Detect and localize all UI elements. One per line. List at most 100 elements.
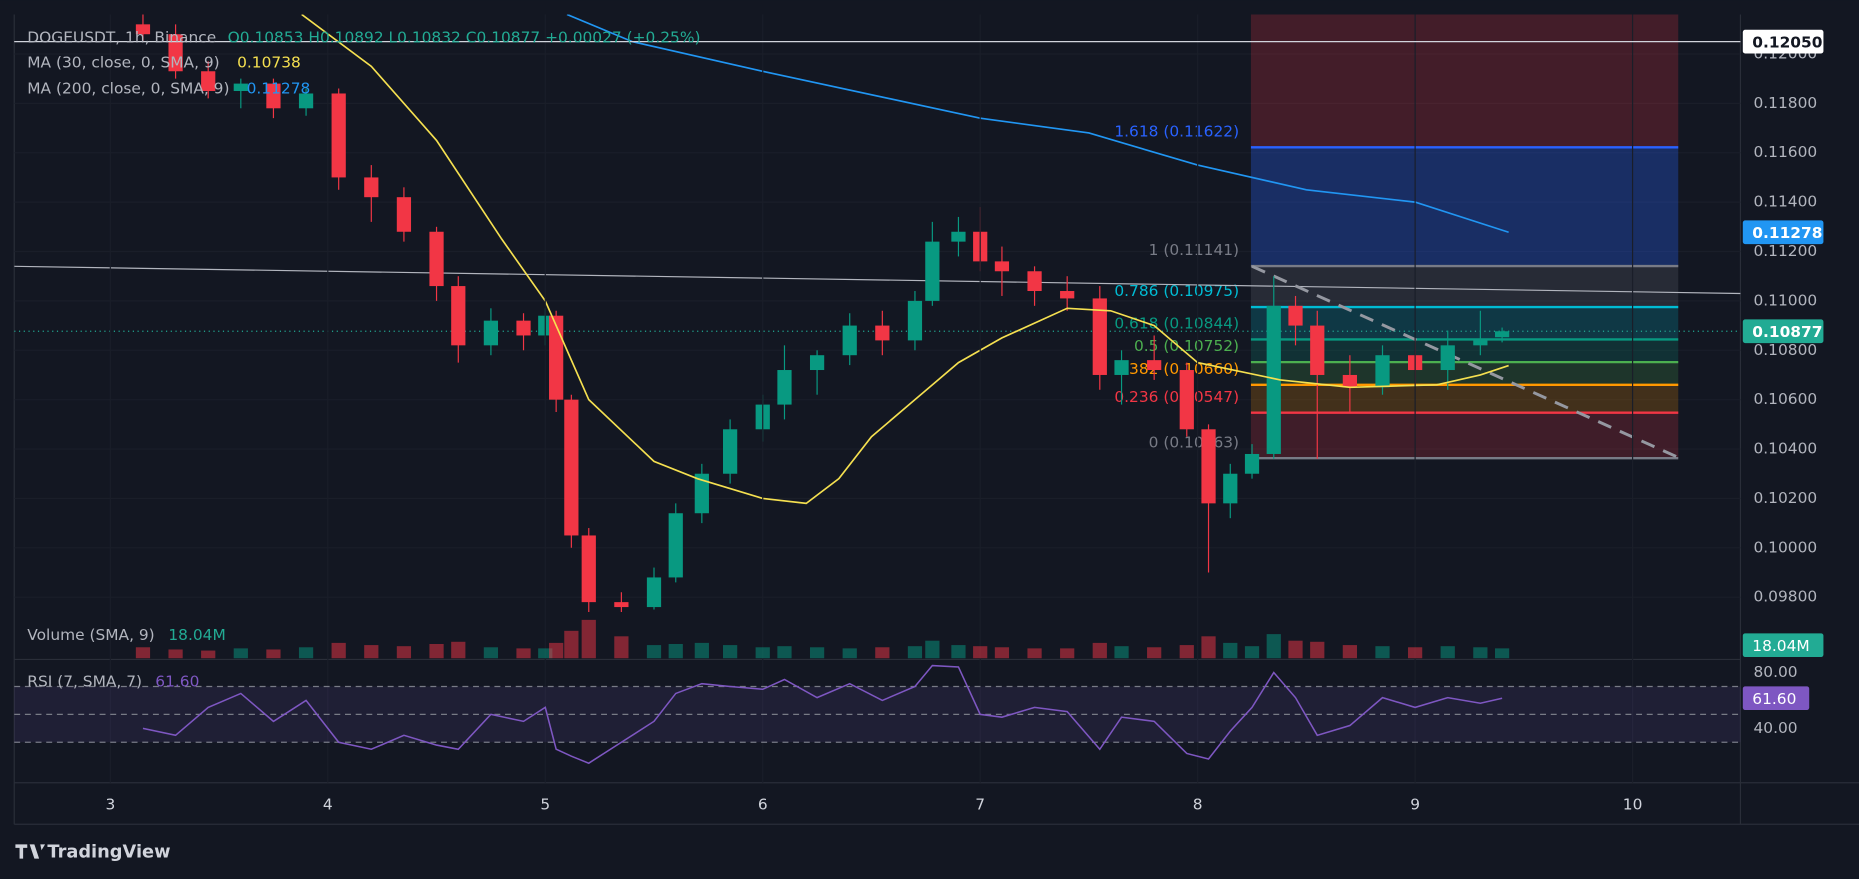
candle-body (201, 71, 216, 92)
fib-label: 0.786 (0.10975) (1114, 282, 1239, 300)
candle-body (168, 34, 183, 72)
rsi-title: RSI (7, SMA, 7) (27, 672, 142, 690)
candle-body (1288, 305, 1303, 326)
candle-body (483, 320, 499, 346)
candle-body (564, 399, 579, 536)
price-badge-label: 0.11278 (1752, 224, 1822, 242)
candle-body (994, 261, 1010, 272)
volume-bar (135, 647, 151, 659)
fib-label: 1 (0.11141) (1149, 241, 1239, 259)
candle-body (1375, 355, 1390, 388)
volume-bar (1179, 645, 1194, 659)
candle-body (907, 300, 923, 341)
volume-bar (722, 645, 738, 659)
candle-body (233, 83, 248, 92)
rsi-badge-label: 61.60 (1752, 690, 1796, 708)
volume-badge (1742, 633, 1824, 658)
fib-zone (1250, 339, 1679, 363)
ma-value: 0.11278 (247, 80, 311, 98)
volume-bar (951, 645, 966, 659)
y-tick-label: 0.11400 (1753, 193, 1817, 211)
volume-bar (1092, 642, 1107, 659)
volume-bar (233, 648, 248, 659)
volume-bar (549, 642, 564, 659)
y-tick-label: 0.11600 (1753, 143, 1817, 161)
volume-bar (483, 647, 499, 659)
fib-label: 0.618 (0.10844) (1114, 314, 1239, 332)
volume-bar (646, 645, 662, 659)
ma-legend: MA (200, close, 0, SMA, 9) (27, 80, 229, 98)
fib-label: 0 (0.10363) (1149, 433, 1239, 451)
brand: TradingView (47, 842, 170, 863)
candle-body (364, 177, 379, 198)
y-tick-label: 0.10400 (1753, 440, 1817, 458)
candle-body (646, 577, 662, 608)
x-tick-label: 6 (758, 796, 768, 814)
candle-body (1092, 298, 1107, 375)
y-tick-label: 0.11200 (1753, 242, 1817, 260)
fib-zone (1250, 147, 1679, 267)
x-tick-label: 4 (323, 796, 333, 814)
volume-bar (266, 649, 281, 659)
volume-bar (694, 642, 709, 659)
volume-bar (925, 640, 940, 659)
fib-label: 0.382 (0.10660) (1114, 360, 1239, 378)
candle-body (429, 231, 444, 287)
candle-body (396, 197, 412, 232)
x-tick-label: 10 (1623, 796, 1643, 814)
rsi-line (142, 664, 1503, 765)
candle-body (1266, 305, 1281, 454)
candle-body (925, 241, 940, 301)
candle-body (451, 286, 466, 346)
ma-legend: MA (30, close, 0, SMA, 9) (27, 54, 219, 72)
candle-body (581, 535, 596, 603)
candle-body (694, 473, 709, 514)
price-badge (1742, 319, 1824, 344)
volume-bar (451, 641, 466, 659)
y-tick-label: 0.11800 (1753, 94, 1817, 112)
volume-badge-label: 18.04M (1752, 637, 1809, 655)
candle-body (1342, 374, 1357, 388)
y-tick-label: 0.09800 (1753, 588, 1817, 606)
candle-body (951, 231, 966, 242)
candle-body (135, 24, 151, 35)
volume-bar (168, 649, 183, 659)
volume-bar (396, 646, 412, 659)
y-tick-label: 0.10200 (1753, 489, 1817, 507)
volume-bar (907, 646, 923, 659)
volume-bar (516, 648, 531, 659)
volume-bar (1244, 646, 1260, 659)
candle-body (809, 355, 825, 371)
fib-zone (1250, 412, 1679, 459)
volume-bar (1473, 647, 1488, 659)
candle-body (875, 325, 890, 341)
logo (15, 844, 46, 859)
candle-body (1179, 370, 1194, 430)
candle-body (777, 370, 792, 405)
x-tick-label: 9 (1410, 796, 1420, 814)
rsi-badge (1742, 686, 1810, 711)
candle-body (1147, 360, 1162, 371)
volume-bar (364, 645, 379, 659)
candle-body (842, 325, 857, 356)
ohlc: O0.10853 H0.10892 L0.10832 C0.10877 +0.0… (228, 29, 701, 47)
volume-bar (1060, 648, 1075, 659)
candle-body (1494, 331, 1510, 338)
volume-bar (809, 647, 825, 659)
x-tick-label: 7 (975, 796, 985, 814)
fib-zone (1250, 384, 1679, 413)
volume-bar (538, 648, 553, 659)
rsi-tick-label: 80.00 (1753, 663, 1797, 681)
volume-bar (1342, 645, 1357, 659)
rsi-tick-label: 40.00 (1753, 719, 1797, 737)
volume-bar (994, 647, 1010, 659)
fib-zone (1250, 14, 1679, 148)
candle-body (1027, 271, 1042, 292)
fib-label: 0.5 (0.10752) (1134, 337, 1239, 355)
volume-bar (1288, 640, 1303, 659)
price-badge-label: 0.10877 (1752, 323, 1822, 341)
candle-body (722, 429, 738, 474)
volume-title: Volume (SMA, 9) (27, 626, 154, 644)
y-tick-label: 0.11000 (1753, 291, 1817, 309)
volume-bar (298, 647, 314, 659)
